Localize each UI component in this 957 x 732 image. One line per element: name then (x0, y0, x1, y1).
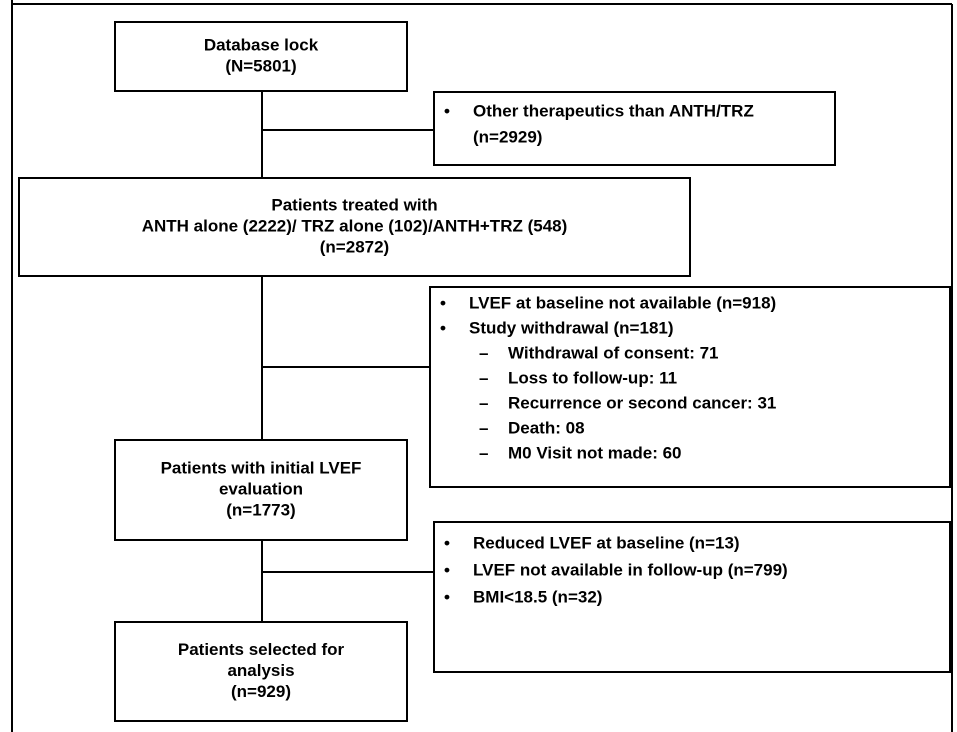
list-text: Reduced LVEF at baseline (n=13) (473, 533, 740, 552)
node-text: (n=2872) (320, 237, 389, 256)
list-marker: • (444, 587, 450, 606)
process-box (114, 621, 408, 722)
list-marker: – (479, 343, 488, 362)
list-text: Recurrence or second cancer: 31 (508, 393, 776, 412)
list-marker: • (440, 318, 446, 337)
process-box (114, 439, 408, 541)
node-text: evaluation (219, 479, 303, 498)
list-marker: • (444, 101, 450, 120)
list-marker: • (440, 293, 446, 312)
list-text: M0 Visit not made: 60 (508, 443, 682, 462)
list-text: (n=2929) (473, 127, 542, 146)
node-text: (N=5801) (225, 56, 296, 75)
node-text: (n=929) (231, 682, 291, 701)
list-marker: – (479, 443, 488, 462)
node-text: (n=1773) (226, 500, 295, 519)
list-text: LVEF not available in follow-up (n=799) (473, 560, 788, 579)
process-box (18, 177, 691, 277)
list-text: Death: 08 (508, 418, 585, 437)
list-marker: – (479, 418, 488, 437)
list-text: Other therapeutics than ANTH/TRZ (473, 101, 754, 120)
list-marker: • (444, 533, 450, 552)
node-text: Database lock (204, 35, 319, 54)
exclusion-box (433, 91, 836, 166)
list-text: Study withdrawal (n=181) (469, 318, 674, 337)
node-text: analysis (227, 661, 294, 680)
list-text: Loss to follow-up: 11 (508, 368, 677, 387)
list-text: LVEF at baseline not available (n=918) (469, 293, 776, 312)
list-text: Withdrawal of consent: 71 (508, 343, 718, 362)
process-box (114, 21, 408, 92)
node-text: Patients treated with (271, 195, 437, 214)
exclusion-box (433, 521, 951, 673)
list-marker: – (479, 368, 488, 387)
list-marker: – (479, 393, 488, 412)
node-text: Patients with initial LVEF (161, 458, 362, 477)
exclusion-box (429, 286, 951, 488)
node-text: ANTH alone (2222)/ TRZ alone (102)/ANTH+… (142, 216, 568, 235)
node-text: Patients selected for (178, 640, 345, 659)
list-marker: • (444, 560, 450, 579)
list-text: BMI<18.5 (n=32) (473, 587, 602, 606)
